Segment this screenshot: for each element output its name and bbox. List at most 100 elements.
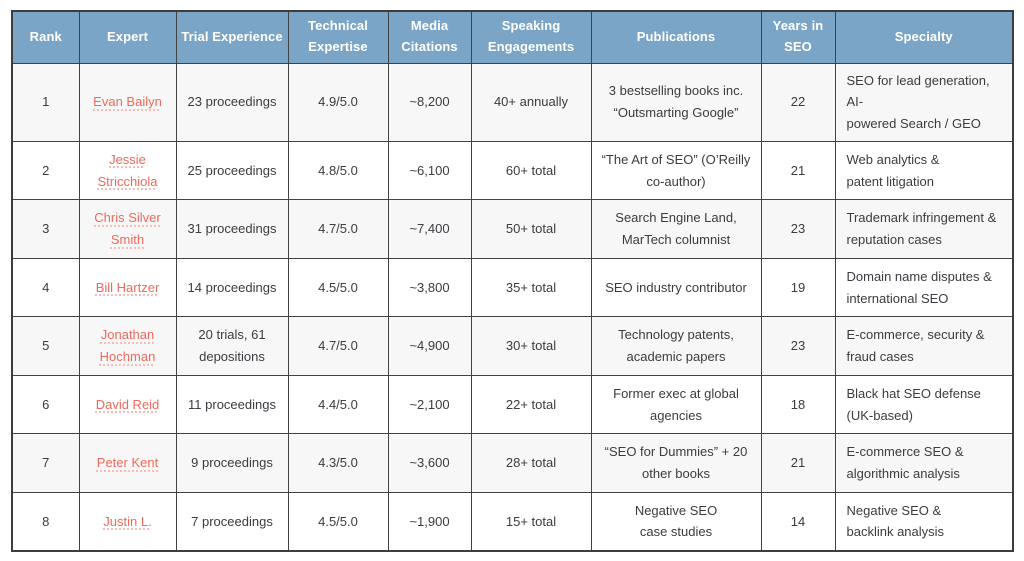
cell-media-citations: ~3,600 [387,433,472,493]
table-body: 1 Evan Bailyn 23 proceedings 4.9/5.0 ~8,… [11,62,1014,552]
cell-speaking-engagements: 30+ total [470,316,592,376]
cell-years-in-seo: 22 [760,62,836,142]
table-row: 5 Jonathan Hochman 20 trials, 61 deposit… [11,316,1014,376]
cell-publications: Technology patents, academic papers [590,316,762,376]
cell-publications: Negative SEO case studies [590,491,762,552]
expert-link[interactable]: Justin L. [103,513,152,529]
cell-media-citations: ~7,400 [387,199,472,259]
cell-technical-expertise: 4.4/5.0 [287,374,389,435]
header-speaking-engagements: Speaking Engagements [470,10,592,64]
cell-publications: Search Engine Land, MarTech columnist [590,199,762,259]
cell-speaking-engagements: 40+ annually [470,62,592,142]
cell-specialty: Negative SEO & backlink analysis [834,491,1014,552]
cell-specialty: Web analytics & patent litigation [834,140,1014,201]
header-row: Rank Expert Trial Experience Technical E… [11,10,1014,64]
header-publications: Publications [590,10,762,64]
seo-experts-table: Rank Expert Trial Experience Technical E… [11,10,1014,552]
cell-specialty: SEO for lead generation, AI- powered Sea… [834,62,1014,142]
cell-technical-expertise: 4.9/5.0 [287,62,389,142]
table-row: 3 Chris Silver Smith 31 proceedings 4.7/… [11,199,1014,259]
cell-specialty: E-commerce, security & fraud cases [834,316,1014,376]
expert-link[interactable]: Jonathan Hochman [99,327,156,365]
header-media-citations: Media Citations [387,10,472,64]
cell-rank: 6 [11,374,80,435]
cell-rank: 3 [11,199,80,259]
cell-media-citations: ~1,900 [387,491,472,552]
cell-rank: 7 [11,433,80,493]
expert-link[interactable]: Evan Bailyn [93,94,162,110]
cell-publications: “SEO for Dummies” + 20 other books [590,433,762,493]
expert-link[interactable]: Jessie Stricchiola [97,151,158,189]
cell-specialty: Black hat SEO defense (UK-based) [834,374,1014,435]
cell-trial-experience: 7 proceedings [175,491,289,552]
cell-technical-expertise: 4.8/5.0 [287,140,389,201]
header-expert: Expert [78,10,177,64]
cell-technical-expertise: 4.5/5.0 [287,491,389,552]
expert-link[interactable]: Bill Hartzer [95,279,160,295]
cell-years-in-seo: 23 [760,199,836,259]
cell-trial-experience: 23 proceedings [175,62,289,142]
cell-specialty: Domain name disputes & international SEO [834,257,1014,318]
cell-expert: Evan Bailyn [78,62,177,142]
header-technical-expertise: Technical Expertise [287,10,389,64]
cell-speaking-engagements: 60+ total [470,140,592,201]
table-row: 6 David Reid 11 proceedings 4.4/5.0 ~2,1… [11,374,1014,435]
cell-publications: Former exec at global agencies [590,374,762,435]
cell-trial-experience: 25 proceedings [175,140,289,201]
expert-link[interactable]: Peter Kent [96,455,159,471]
cell-rank: 1 [11,62,80,142]
cell-years-in-seo: 21 [760,140,836,201]
header-rank: Rank [11,10,80,64]
table-row: 2 Jessie Stricchiola 25 proceedings 4.8/… [11,140,1014,201]
cell-expert: Chris Silver Smith [78,199,177,259]
cell-speaking-engagements: 22+ total [470,374,592,435]
cell-expert: Peter Kent [78,433,177,493]
cell-years-in-seo: 21 [760,433,836,493]
cell-expert: Jonathan Hochman [78,316,177,376]
cell-trial-experience: 9 proceedings [175,433,289,493]
cell-expert: Bill Hartzer [78,257,177,318]
cell-specialty: Trademark infringement & reputation case… [834,199,1014,259]
cell-technical-expertise: 4.3/5.0 [287,433,389,493]
cell-rank: 8 [11,491,80,552]
cell-media-citations: ~6,100 [387,140,472,201]
cell-trial-experience: 31 proceedings [175,199,289,259]
cell-trial-experience: 11 proceedings [175,374,289,435]
cell-speaking-engagements: 28+ total [470,433,592,493]
cell-years-in-seo: 14 [760,491,836,552]
cell-rank: 5 [11,316,80,376]
table-row: 7 Peter Kent 9 proceedings 4.3/5.0 ~3,60… [11,433,1014,493]
cell-rank: 2 [11,140,80,201]
cell-technical-expertise: 4.7/5.0 [287,199,389,259]
cell-publications: 3 bestselling books inc. “Outsmarting Go… [590,62,762,142]
cell-speaking-engagements: 15+ total [470,491,592,552]
header-years-in-seo: Years in SEO [760,10,836,64]
expert-link[interactable]: David Reid [95,396,160,412]
cell-publications: SEO industry contributor [590,257,762,318]
cell-specialty: E-commerce SEO & algorithmic analysis [834,433,1014,493]
cell-publications: “The Art of SEO” (O’Reilly co-author) [590,140,762,201]
cell-years-in-seo: 19 [760,257,836,318]
cell-technical-expertise: 4.5/5.0 [287,257,389,318]
expert-link[interactable]: Chris Silver Smith [94,210,161,248]
cell-expert: Justin L. [78,491,177,552]
cell-years-in-seo: 18 [760,374,836,435]
cell-trial-experience: 14 proceedings [175,257,289,318]
cell-years-in-seo: 23 [760,316,836,376]
cell-expert: Jessie Stricchiola [78,140,177,201]
table-row: 4 Bill Hartzer 14 proceedings 4.5/5.0 ~3… [11,257,1014,318]
cell-media-citations: ~8,200 [387,62,472,142]
table-row: 1 Evan Bailyn 23 proceedings 4.9/5.0 ~8,… [11,62,1014,142]
header-trial-experience: Trial Experience [175,10,289,64]
table-header: Rank Expert Trial Experience Technical E… [11,10,1014,64]
cell-expert: David Reid [78,374,177,435]
cell-trial-experience: 20 trials, 61 depositions [175,316,289,376]
cell-media-citations: ~4,900 [387,316,472,376]
cell-media-citations: ~2,100 [387,374,472,435]
cell-rank: 4 [11,257,80,318]
cell-technical-expertise: 4.7/5.0 [287,316,389,376]
table-row: 8 Justin L. 7 proceedings 4.5/5.0 ~1,900… [11,491,1014,552]
cell-media-citations: ~3,800 [387,257,472,318]
cell-speaking-engagements: 35+ total [470,257,592,318]
